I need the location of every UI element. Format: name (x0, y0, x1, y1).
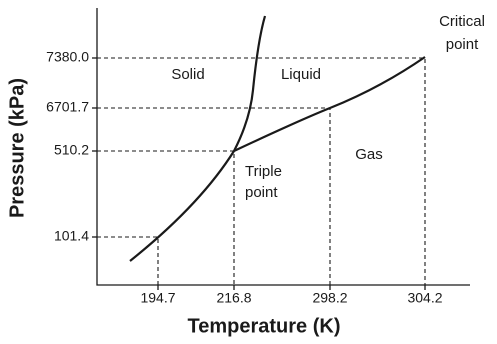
x-tick-label: 304.2 (407, 290, 442, 306)
x-tick-label: 194.7 (140, 290, 175, 306)
point-label: Triple (245, 163, 282, 180)
x-axis-title: Temperature (K) (188, 315, 341, 337)
sublimation-curve (129, 150, 235, 262)
y-tick-label: 510.2 (54, 142, 89, 158)
tick-marks (92, 57, 426, 290)
x-tick-label: 298.2 (312, 290, 347, 306)
region-label: Liquid (281, 66, 321, 83)
y-axis-title: Pressure (kPa) (6, 78, 28, 218)
region-label: Solid (171, 66, 204, 83)
y-tick-label: 6701.7 (46, 99, 89, 115)
y-tick-label: 7380.0 (46, 49, 89, 65)
melting-curve (233, 15, 267, 152)
x-tick-label: 216.8 (216, 290, 251, 306)
point-label: point (245, 184, 278, 201)
axes (96, 8, 470, 286)
y-tick-label: 101.4 (54, 228, 89, 244)
point-label: Critical (439, 13, 485, 30)
region-label: Gas (355, 146, 383, 163)
vaporization-curve (233, 56, 426, 152)
point-label: point (446, 36, 479, 53)
